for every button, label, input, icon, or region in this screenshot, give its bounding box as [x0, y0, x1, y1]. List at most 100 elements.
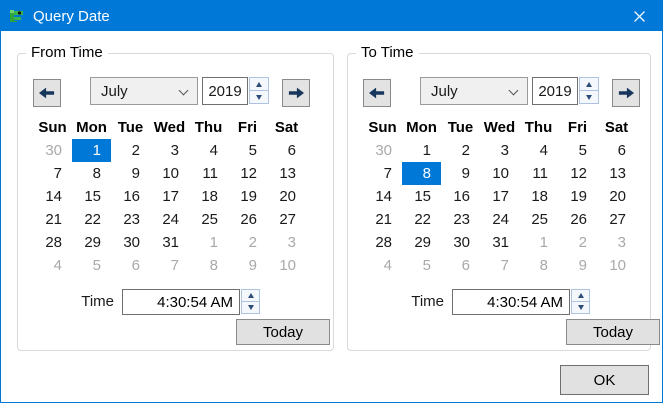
calendar-day[interactable]: 30 [375, 142, 392, 159]
calendar-day[interactable]: 18 [201, 188, 218, 205]
calendar-day[interactable]: 9 [248, 257, 257, 274]
calendar-day[interactable]: 3 [170, 142, 179, 159]
to-time-down-button[interactable] [571, 301, 590, 314]
calendar-day[interactable]: 4 [539, 142, 548, 159]
to-year-down-button[interactable] [579, 90, 599, 104]
calendar-day[interactable]: 1 [209, 234, 218, 251]
calendar-day[interactable]: 14 [45, 188, 62, 205]
calendar-day[interactable]: 5 [578, 142, 587, 159]
calendar-day[interactable]: 28 [375, 234, 392, 251]
calendar-day[interactable]: 9 [578, 257, 587, 274]
calendar-day[interactable]: 31 [162, 234, 179, 251]
calendar-day[interactable]: 28 [45, 234, 62, 251]
to-year-field[interactable]: 2019 [532, 77, 578, 105]
calendar-day[interactable]: 7 [383, 165, 392, 182]
calendar-day[interactable]: 22 [414, 211, 431, 228]
calendar-day[interactable]: 1 [539, 234, 548, 251]
calendar-day[interactable]: 10 [162, 165, 179, 182]
calendar-day[interactable]: 8 [209, 257, 218, 274]
from-today-button[interactable]: Today [236, 319, 330, 345]
calendar-day[interactable]: 15 [84, 188, 101, 205]
calendar-day[interactable]: 26 [570, 211, 587, 228]
to-next-month-button[interactable] [612, 79, 640, 107]
calendar-day[interactable]: 22 [84, 211, 101, 228]
calendar-day[interactable]: 2 [461, 142, 470, 159]
calendar-day[interactable]: 18 [531, 188, 548, 205]
calendar-day[interactable]: 15 [414, 188, 431, 205]
from-year-up-button[interactable] [249, 77, 269, 91]
calendar-day[interactable]: 7 [500, 257, 509, 274]
calendar-day[interactable]: 16 [453, 188, 470, 205]
calendar-day[interactable]: 8 [539, 257, 548, 274]
calendar-day[interactable]: 3 [617, 234, 626, 251]
calendar-day[interactable]: 30 [45, 142, 62, 159]
calendar-day[interactable]: 13 [609, 165, 626, 182]
calendar-day[interactable]: 7 [170, 257, 179, 274]
calendar-day[interactable]: 10 [279, 257, 296, 274]
calendar-day[interactable]: 13 [279, 165, 296, 182]
calendar-day[interactable]: 21 [375, 211, 392, 228]
to-prev-month-button[interactable] [363, 79, 391, 107]
calendar-day[interactable]: 19 [570, 188, 587, 205]
calendar-day[interactable]: 17 [162, 188, 179, 205]
to-month-dropdown[interactable]: July [420, 77, 528, 105]
calendar-day[interactable]: 29 [414, 234, 431, 251]
calendar-day[interactable]: 11 [532, 165, 548, 182]
calendar-day[interactable]: 30 [453, 234, 470, 251]
calendar-day[interactable]: 2 [578, 234, 587, 251]
from-time-down-button[interactable] [241, 301, 260, 314]
calendar-day[interactable]: 3 [287, 234, 296, 251]
to-year-up-button[interactable] [579, 77, 599, 91]
calendar-day[interactable]: 30 [123, 234, 140, 251]
calendar-day[interactable]: 6 [287, 142, 296, 159]
from-year-field[interactable]: 2019 [202, 77, 248, 105]
calendar-day[interactable]: 8 [92, 165, 101, 182]
to-time-input[interactable] [452, 289, 570, 315]
calendar-day[interactable]: 5 [422, 257, 431, 274]
calendar-day[interactable]: 2 [131, 142, 140, 159]
calendar-day-selected[interactable]: 8 [402, 162, 441, 185]
calendar-day[interactable]: 20 [609, 188, 626, 205]
calendar-day[interactable]: 10 [609, 257, 626, 274]
calendar-day-selected[interactable]: 1 [72, 139, 111, 162]
calendar-day[interactable]: 17 [492, 188, 509, 205]
to-today-button[interactable]: Today [566, 319, 660, 345]
from-month-dropdown[interactable]: July [90, 77, 198, 105]
calendar-day[interactable]: 4 [383, 257, 392, 274]
calendar-day[interactable]: 16 [123, 188, 140, 205]
from-prev-month-button[interactable] [33, 79, 61, 107]
calendar-day[interactable]: 6 [617, 142, 626, 159]
calendar-day[interactable]: 21 [45, 211, 62, 228]
calendar-day[interactable]: 12 [570, 165, 587, 182]
calendar-day[interactable]: 12 [240, 165, 257, 182]
calendar-day[interactable]: 11 [202, 165, 218, 182]
calendar-day[interactable]: 1 [422, 142, 431, 159]
ok-button[interactable]: OK [560, 365, 649, 395]
calendar-day[interactable]: 23 [453, 211, 470, 228]
calendar-day[interactable]: 23 [123, 211, 140, 228]
calendar-day[interactable]: 5 [92, 257, 101, 274]
calendar-day[interactable]: 27 [279, 211, 296, 228]
calendar-day[interactable]: 5 [248, 142, 257, 159]
from-next-month-button[interactable] [282, 79, 310, 107]
calendar-day[interactable]: 10 [492, 165, 509, 182]
close-button[interactable] [617, 1, 662, 31]
calendar-day[interactable]: 26 [240, 211, 257, 228]
calendar-day[interactable]: 9 [461, 165, 470, 182]
calendar-day[interactable]: 2 [248, 234, 257, 251]
calendar-day[interactable]: 20 [279, 188, 296, 205]
calendar-day[interactable]: 24 [162, 211, 179, 228]
calendar-day[interactable]: 4 [53, 257, 62, 274]
calendar-day[interactable]: 4 [209, 142, 218, 159]
calendar-day[interactable]: 9 [131, 165, 140, 182]
calendar-day[interactable]: 29 [84, 234, 101, 251]
calendar-day[interactable]: 31 [492, 234, 509, 251]
calendar-day[interactable]: 3 [500, 142, 509, 159]
calendar-day[interactable]: 6 [461, 257, 470, 274]
calendar-day[interactable]: 6 [131, 257, 140, 274]
calendar-day[interactable]: 24 [492, 211, 509, 228]
calendar-day[interactable]: 19 [240, 188, 257, 205]
calendar-day[interactable]: 27 [609, 211, 626, 228]
from-year-down-button[interactable] [249, 90, 269, 104]
calendar-day[interactable]: 14 [375, 188, 392, 205]
